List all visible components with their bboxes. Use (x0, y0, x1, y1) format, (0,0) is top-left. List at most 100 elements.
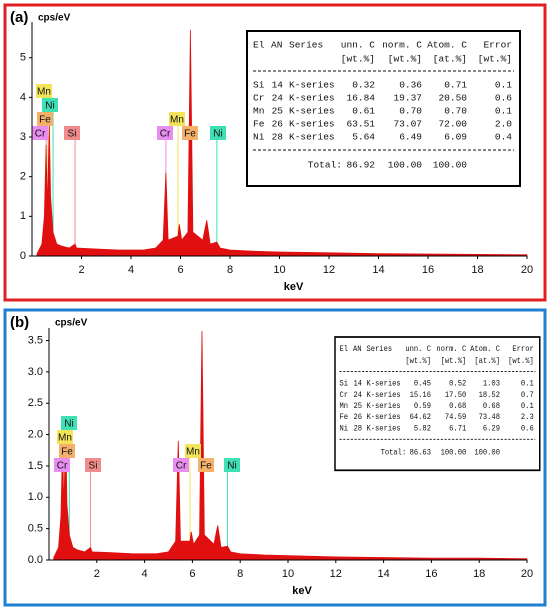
element-label: Ni (64, 419, 73, 430)
element-label-box (169, 112, 185, 126)
table-cell: Mn (340, 403, 349, 412)
table-total: Total: (381, 449, 407, 458)
x-tick-label: 14 (377, 568, 389, 580)
element-label: Mn (58, 433, 72, 444)
table-header: AN (353, 346, 362, 355)
y-tick-label: 3.0 (28, 366, 43, 378)
table-cell: Cr (340, 391, 349, 400)
table-cell: 73.07 (393, 119, 422, 130)
x-tick-label: 20 (521, 568, 533, 580)
table-cell: 2.3 (521, 414, 534, 423)
table-cell: K-series (367, 391, 401, 400)
table-cell: 73.48 (479, 414, 501, 423)
table-cell: K-series (367, 403, 401, 412)
table-cell: 18.52 (479, 391, 501, 400)
table-cell: K-series (289, 93, 335, 104)
spectrum (36, 29, 528, 257)
y-tick-label: 2 (20, 171, 26, 183)
element-label-box (42, 98, 58, 112)
table-header: unn. C (405, 346, 431, 355)
x-tick-label: 8 (227, 264, 233, 276)
element-label: Cr (57, 461, 68, 472)
x-tick-label: 2 (94, 568, 100, 580)
x-tick-label: 14 (372, 264, 384, 276)
table-unit: [wt.%] (388, 54, 422, 65)
table-cell: 25 (272, 106, 284, 117)
table-cell: 14 (272, 80, 284, 91)
table-cell: 28 (272, 132, 284, 143)
table-cell: 64.62 (410, 414, 432, 423)
table-unit: [wt.%] (341, 54, 375, 65)
y-tick-label: 4 (20, 91, 26, 103)
table-total: 100.00 (388, 160, 423, 171)
table-cell: K-series (289, 80, 335, 91)
element-label: Fe (184, 129, 196, 140)
table-cell: 0.1 (521, 403, 534, 412)
table-cell: 0.45 (414, 380, 431, 389)
table-cell: K-series (367, 380, 401, 389)
table-header: Atom. C (470, 346, 500, 355)
table-frame (334, 336, 541, 472)
element-label: Mn (170, 115, 184, 126)
x-tick-label: 16 (425, 568, 437, 580)
element-label: Ni (213, 129, 222, 140)
panel-label: (a) (10, 9, 28, 26)
table-cell: 0.68 (449, 403, 466, 412)
x-tick-label: 4 (128, 264, 134, 276)
table-cell: K-series (367, 425, 401, 434)
element-label: Fe (39, 115, 51, 126)
table-cell: 0.59 (414, 403, 431, 412)
table-cell: 0.61 (352, 106, 375, 117)
table-cell: Si (253, 80, 265, 91)
table-cell: 24 (353, 391, 362, 400)
table-unit: [at.%] (474, 358, 500, 367)
table-header: Error (483, 40, 512, 51)
element-label-box (57, 430, 73, 444)
element-label-box (54, 458, 70, 472)
table-cell: 28 (353, 425, 362, 434)
table-cell: Fe (340, 414, 349, 423)
table-cell: 74.59 (445, 414, 467, 423)
table-header: norm. C (382, 40, 422, 51)
table-cell: K-series (289, 132, 335, 143)
table-cell: 0.32 (352, 80, 375, 91)
table-cell: 6.49 (399, 132, 422, 143)
y-axis-label: cps/eV (38, 13, 71, 24)
table-cell: 0.1 (495, 80, 512, 91)
y-tick-label: 1 (20, 210, 26, 222)
table-unit: [wt.%] (478, 54, 512, 65)
table-header: AN (271, 40, 282, 51)
table-header: Error (512, 346, 533, 355)
x-tick-label: 20 (521, 264, 533, 276)
y-tick-label: 2.0 (28, 429, 43, 441)
table-total: 86.92 (346, 160, 375, 171)
element-label-box (32, 126, 48, 140)
x-tick-label: 8 (237, 568, 243, 580)
table-cell: 14 (353, 380, 362, 389)
panel-frame (3, 308, 547, 607)
table-cell: 72.00 (438, 119, 467, 130)
y-tick-label: 3 (20, 131, 26, 143)
element-label-box (198, 458, 214, 472)
x-tick-label: 2 (78, 264, 84, 276)
x-tick-label: 6 (189, 568, 195, 580)
result-table: El AN Series unn. C norm. C Atom. C Error [wt.%… (334, 336, 541, 472)
element-label: Ni (227, 461, 236, 472)
x-tick-label: 18 (471, 264, 483, 276)
table-cell: 63.51 (346, 119, 375, 130)
table-unit: [wt.%] (405, 358, 431, 367)
table-cell: K-series (289, 106, 335, 117)
y-tick-label: 5 (20, 52, 26, 64)
element-label-box (157, 126, 173, 140)
x-tick-label: 16 (422, 264, 434, 276)
y-tick-label: 3.5 (28, 334, 43, 346)
table-cell: Ni (340, 425, 349, 434)
table-cell: 0.70 (399, 106, 422, 117)
table-total: 100.00 (474, 449, 500, 458)
x-tick-label: 10 (282, 568, 294, 580)
y-tick-label: 1.5 (28, 460, 43, 472)
table-cell: 0.70 (444, 106, 467, 117)
table-cell: 5.64 (352, 132, 375, 143)
